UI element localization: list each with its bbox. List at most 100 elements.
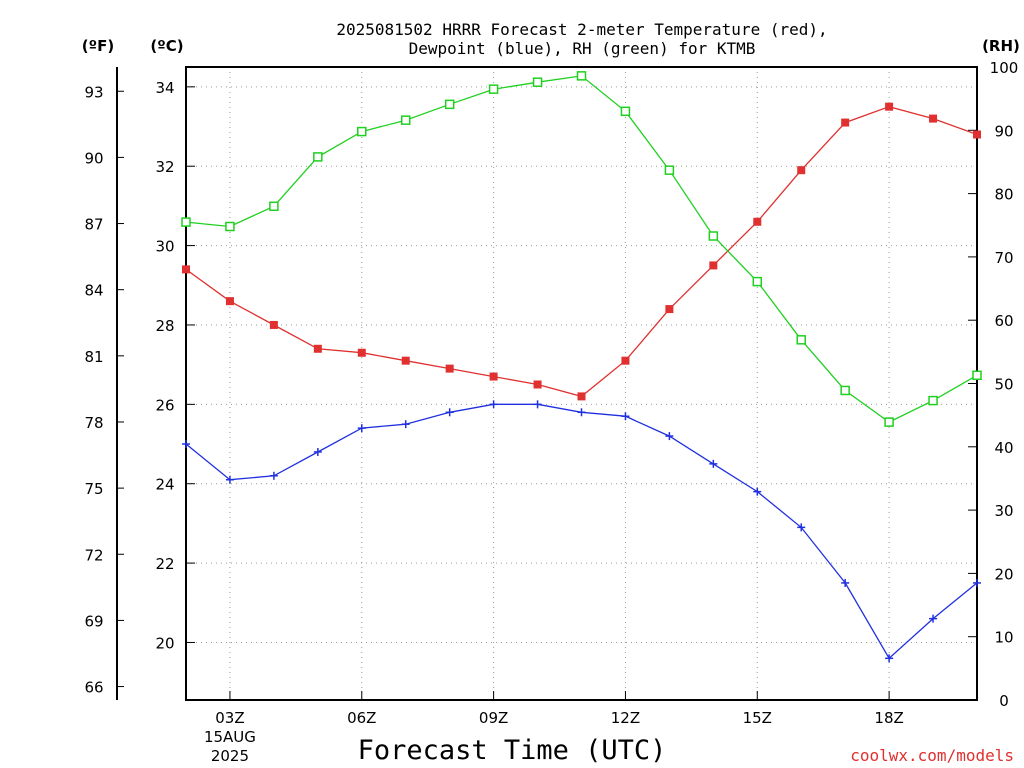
- relative-humidity-point: [752, 276, 763, 287]
- fahrenheit-tick-label: 81: [84, 348, 103, 366]
- fahrenheit-tick-label: 84: [84, 282, 103, 300]
- dewpoint-point: [401, 420, 410, 429]
- x-axis-label: Forecast Time (UTC): [358, 735, 667, 766]
- relative-humidity-point: [532, 77, 543, 87]
- dewpoint-point: [665, 432, 674, 441]
- rh-tick-label: 80: [994, 186, 1013, 204]
- dewpoint-point: [357, 424, 366, 433]
- dewpoint-point: [841, 578, 850, 587]
- x-tick-label: 15Z: [743, 709, 772, 727]
- relative-humidity-point: [796, 335, 806, 345]
- chart-title-line-1: 2025081502 HRRR Forecast 2-meter Tempera…: [336, 20, 827, 39]
- data-series: [181, 71, 982, 663]
- rh-tick-label: 30: [994, 502, 1013, 520]
- dewpoint-line: [185, 403, 978, 660]
- relative-humidity-point: [357, 126, 367, 137]
- fahrenheit-tick-label: 78: [84, 414, 103, 432]
- fahrenheit-tick-label: 75: [84, 480, 103, 498]
- temperature-point: [709, 261, 718, 270]
- temperature-point: [225, 297, 234, 306]
- relative-humidity-point: [928, 395, 938, 406]
- dewpoint-point: [489, 400, 498, 409]
- relative-humidity-point: [269, 201, 279, 212]
- fahrenheit-tick-label: 66: [84, 679, 103, 697]
- temperature-point: [885, 102, 894, 111]
- temperature-line: [185, 106, 978, 398]
- rh-tick-label: 0: [999, 692, 1009, 710]
- rh-tick-label: 50: [994, 376, 1013, 394]
- celsius-tick-label: 30: [155, 238, 174, 256]
- temperature-point: [753, 217, 762, 226]
- dewpoint-point: [885, 654, 894, 663]
- dewpoint-point: [929, 614, 938, 623]
- celsius-tick-label: 34: [155, 79, 174, 97]
- x-tick-label: 09Z: [479, 709, 508, 727]
- celsius-tick-label: 20: [155, 634, 174, 652]
- dewpoint-point: [797, 523, 806, 532]
- rh-unit-label: (RH): [982, 37, 1020, 55]
- rh-tick-label: 90: [994, 122, 1013, 140]
- x-tick-year-label: 2025: [211, 747, 249, 765]
- temperature-point: [841, 118, 850, 127]
- chart-title-line-2: Dewpoint (blue), RH (green) for KTMB: [409, 39, 756, 58]
- fahrenheit-unit-label: (ºF): [82, 37, 114, 55]
- relative-humidity-point: [972, 370, 982, 381]
- relative-humidity-series: [181, 71, 982, 427]
- temperature-point: [445, 364, 454, 373]
- rh-tick-label: 100: [990, 59, 1019, 77]
- relative-humidity-point: [620, 106, 631, 117]
- dewpoint-point: [709, 459, 718, 468]
- temperature-point: [797, 166, 806, 175]
- fahrenheit-tick-label: 93: [84, 83, 103, 101]
- temperature-point: [269, 320, 278, 329]
- relative-humidity-point: [313, 152, 323, 162]
- dewpoint-point: [269, 471, 278, 480]
- temperature-point: [401, 356, 410, 365]
- dewpoint-point: [577, 408, 586, 417]
- fahrenheit-tick-label: 90: [84, 149, 103, 167]
- temperature-point: [973, 130, 981, 139]
- fahrenheit-tick-label: 69: [84, 612, 103, 630]
- rh-tick-label: 20: [994, 565, 1013, 583]
- celsius-tick-label: 26: [155, 396, 174, 414]
- x-tick-label: 12Z: [611, 709, 640, 727]
- relative-humidity-point: [225, 221, 235, 232]
- temperature-point: [929, 114, 938, 123]
- relative-humidity-point: [708, 231, 719, 241]
- relative-humidity-point: [664, 165, 675, 175]
- rh-tick-label: 40: [994, 439, 1013, 457]
- temperature-point: [357, 348, 366, 357]
- relative-humidity-point: [576, 71, 587, 81]
- celsius-tick-label: 24: [155, 476, 174, 494]
- dewpoint-point: [753, 487, 762, 496]
- relative-humidity-point: [181, 217, 191, 227]
- celsius-tick-label: 32: [155, 158, 174, 176]
- temperature-point: [489, 372, 498, 381]
- x-tick-label: 06Z: [347, 709, 376, 727]
- grid-lines: [186, 67, 977, 700]
- x-tick-label: 03Z: [215, 709, 244, 727]
- x-tick-label: 18Z: [874, 709, 903, 727]
- axes: [116, 66, 978, 701]
- temperature-point: [665, 305, 674, 314]
- relative-humidity-point: [488, 84, 499, 94]
- dewpoint-series: [182, 400, 981, 663]
- dewpoint-point: [445, 408, 454, 417]
- relative-humidity-point: [444, 99, 455, 110]
- relative-humidity-point: [884, 417, 894, 427]
- dewpoint-point: [225, 475, 234, 484]
- rh-tick-label: 10: [994, 629, 1013, 647]
- dewpoint-point: [973, 578, 981, 587]
- fahrenheit-tick-label: 72: [84, 546, 103, 564]
- celsius-tick-label: 28: [155, 317, 174, 335]
- credit-text: coolwx.com/models: [850, 746, 1014, 765]
- rh-tick-label: 70: [994, 249, 1013, 267]
- relative-humidity-point: [400, 115, 411, 125]
- temperature-point: [313, 344, 322, 353]
- temperature-point: [533, 380, 542, 389]
- fahrenheit-tick-label: 87: [84, 216, 103, 234]
- dewpoint-point: [533, 400, 542, 409]
- temperature-point: [577, 392, 586, 401]
- temperature-series: [182, 102, 981, 401]
